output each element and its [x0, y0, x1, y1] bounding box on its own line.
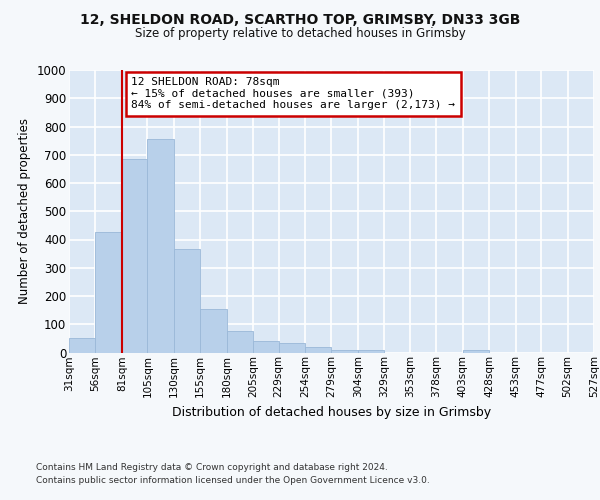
Bar: [463, 350, 489, 352]
Text: 12 SHELDON ROAD: 78sqm
← 15% of detached houses are smaller (393)
84% of semi-de: 12 SHELDON ROAD: 78sqm ← 15% of detached…: [131, 77, 455, 110]
Bar: [148, 139, 174, 352]
X-axis label: Distribution of detached houses by size in Grimsby: Distribution of detached houses by size …: [172, 406, 491, 418]
Text: Size of property relative to detached houses in Grimsby: Size of property relative to detached ho…: [134, 28, 466, 40]
Bar: [331, 350, 358, 352]
Bar: [305, 348, 331, 352]
Bar: [122, 159, 148, 352]
Y-axis label: Number of detached properties: Number of detached properties: [18, 118, 31, 304]
Bar: [200, 310, 227, 352]
Bar: [174, 250, 200, 352]
Bar: [69, 338, 95, 352]
Bar: [278, 344, 305, 352]
Bar: [358, 350, 385, 352]
Text: Contains HM Land Registry data © Crown copyright and database right 2024.: Contains HM Land Registry data © Crown c…: [36, 464, 388, 472]
Text: 12, SHELDON ROAD, SCARTHO TOP, GRIMSBY, DN33 3GB: 12, SHELDON ROAD, SCARTHO TOP, GRIMSBY, …: [80, 12, 520, 26]
Bar: [253, 341, 278, 352]
Bar: [95, 232, 122, 352]
Bar: [227, 332, 253, 352]
Text: Contains public sector information licensed under the Open Government Licence v3: Contains public sector information licen…: [36, 476, 430, 485]
